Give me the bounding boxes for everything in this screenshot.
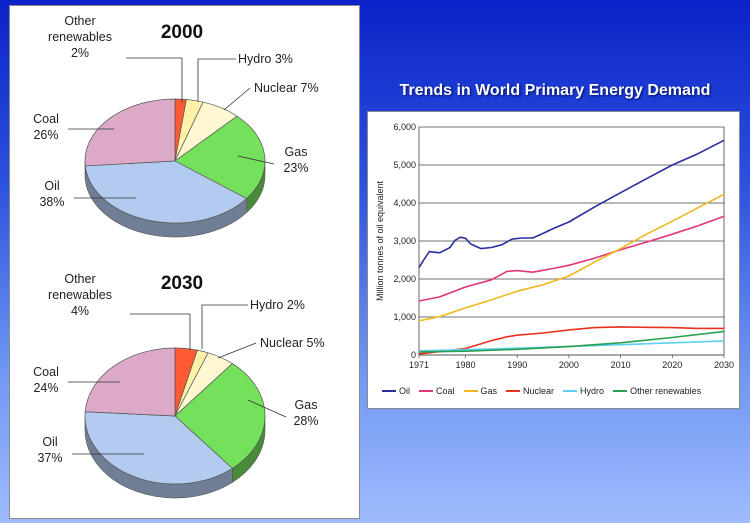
x-tick-label: 1971 [409, 360, 429, 370]
legend-item-gas: Gas [463, 386, 498, 396]
x-tick-label: 2010 [611, 360, 631, 370]
pie-chart-2030: 2030 Other renewables 4% Hydro 2% Nuclear 5% G… [33, 272, 325, 499]
line-chart-legend: Oil Coal Gas Nuclear Hydro Other renewables [382, 386, 710, 396]
pie-label-other-renewables: Other renewables 2% [48, 14, 112, 60]
pie-label-oil: Oil 37% [37, 435, 62, 465]
series-line-nuclear [418, 326, 724, 355]
pie-slice-gas [174, 115, 266, 199]
legend-label: Gas [480, 386, 498, 396]
pie-slice-oil [84, 411, 233, 485]
legend-swatch [419, 390, 433, 392]
pie-leader-hydro [201, 304, 248, 349]
legend-item-hydro: Hydro [563, 386, 604, 396]
pie-label-other-renewables: Other renewables 4% [48, 272, 112, 318]
x-tick-label: 1990 [507, 360, 527, 370]
pie-leader-hydro [197, 58, 236, 102]
legend-swatch [613, 390, 628, 392]
x-tick-label: 1980 [456, 360, 476, 370]
legend-swatch [563, 390, 578, 392]
x-tick-label: 2000 [559, 360, 579, 370]
series-line-other-renewables [418, 330, 725, 353]
pie-leader-other-renewables [130, 313, 191, 350]
pie-label-hydro: Hydro 3% [238, 52, 293, 66]
pie-leader-gas [237, 155, 275, 165]
y-tick-label: 6,000 [393, 122, 416, 132]
legend-label: Coal [436, 386, 455, 396]
y-tick-label: 2,000 [393, 274, 416, 284]
pie-chart-panel: 2000 Other renewables 2% Hydro 3% Nuclear 7% G… [9, 5, 360, 519]
pie-leader-nuclear [217, 342, 257, 359]
line-chart-svg: 0 1,000 2,000 3,000 4,000 5,000 6,000 1971 1980 1… [375, 122, 734, 370]
x-tick-label: 2030 [714, 360, 734, 370]
legend-item-other-renewables: Other renewables [613, 386, 701, 396]
legend-item-oil: Oil [382, 386, 410, 396]
y-tick-label: 5,000 [393, 160, 416, 170]
series-line-oil [418, 139, 725, 269]
legend-label: Nuclear [523, 386, 555, 396]
pie-chart-2000: 2000 Other renewables 2% Hydro 3% Nuclear 7% G… [33, 14, 319, 238]
legend-label: Hydro [580, 386, 605, 396]
legend-item-nuclear: Nuclear [506, 386, 554, 396]
series-line-coal [418, 215, 725, 302]
pie-charts-svg: 2000 Other renewables 2% Hydro 3% Nuclear 7% G… [33, 14, 325, 499]
legend-item-coal: Coal [419, 386, 455, 396]
pie-leader-nuclear [223, 87, 251, 111]
pie-slice-oil [84, 160, 248, 224]
pie-label-gas: Gas 28% [293, 398, 318, 428]
y-tick-label: 0 [411, 350, 416, 360]
pie-title-2000: 2000 [161, 22, 203, 43]
pie-leader-other-renewables [126, 57, 183, 103]
pie-label-hydro: Hydro 2% [250, 298, 305, 312]
legend-swatch [506, 390, 521, 392]
line-chart-panel: 0 1,000 2,000 3,000 4,000 5,000 6,000 1971 1980 1… [367, 111, 740, 409]
line-chart-title: Trends in World Primary Energy Demand [399, 82, 711, 99]
line-chart-grid [419, 126, 724, 356]
y-axis-label: Million tonnes of oil equivalent [375, 180, 385, 301]
legend-label: Other renewables [630, 386, 702, 396]
pie-slice-gas [174, 363, 266, 469]
legend-label: Oil [399, 386, 410, 396]
pie-label-gas: Gas 23% [283, 145, 308, 175]
pie-label-coal: Coal 26% [33, 112, 59, 142]
y-tick-label: 3,000 [393, 236, 416, 246]
x-tick-label: 2020 [662, 360, 682, 370]
y-tick-label: 4,000 [393, 198, 416, 208]
legend-swatch [463, 390, 478, 392]
pie-label-nuclear: Nuclear 7% [254, 81, 319, 95]
y-tick-label: 1,000 [393, 312, 416, 322]
pie-label-oil: Oil 38% [39, 179, 64, 209]
series-line-gas [418, 193, 725, 322]
pie-title-2030: 2030 [161, 273, 203, 294]
pie-slice-coal [84, 347, 176, 417]
pie-leader-gas [247, 399, 287, 418]
pie-slice-coal [84, 98, 176, 167]
legend-swatch [382, 390, 396, 392]
pie-label-nuclear: Nuclear 5% [260, 336, 325, 350]
pie-label-coal: Coal 24% [33, 365, 59, 395]
